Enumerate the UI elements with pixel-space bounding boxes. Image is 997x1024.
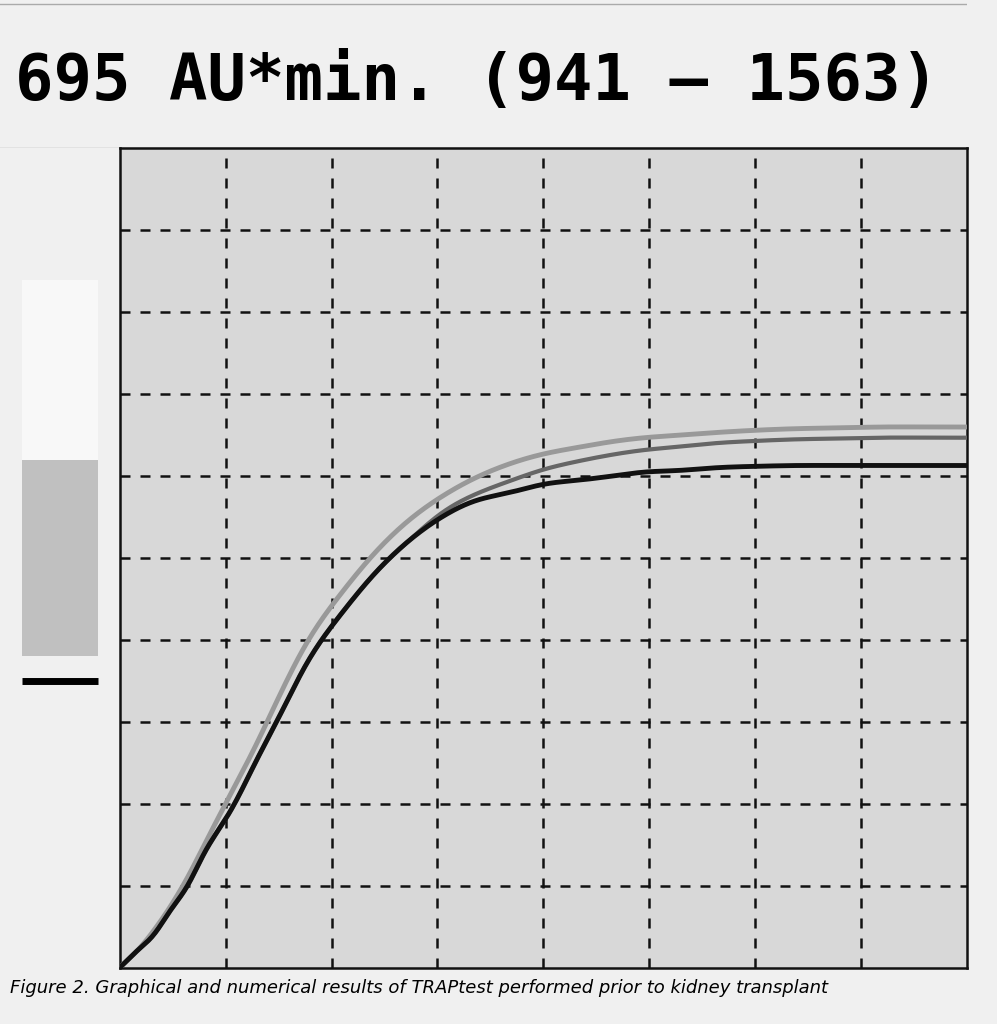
Text: 695 AU*min. (941 – 1563): 695 AU*min. (941 – 1563) <box>15 50 938 113</box>
Bar <box>22 460 98 656</box>
Text: Figure 2. Graphical and numerical results of TRAPtest performed prior to kidney : Figure 2. Graphical and numerical result… <box>10 979 828 997</box>
Bar <box>22 280 98 460</box>
